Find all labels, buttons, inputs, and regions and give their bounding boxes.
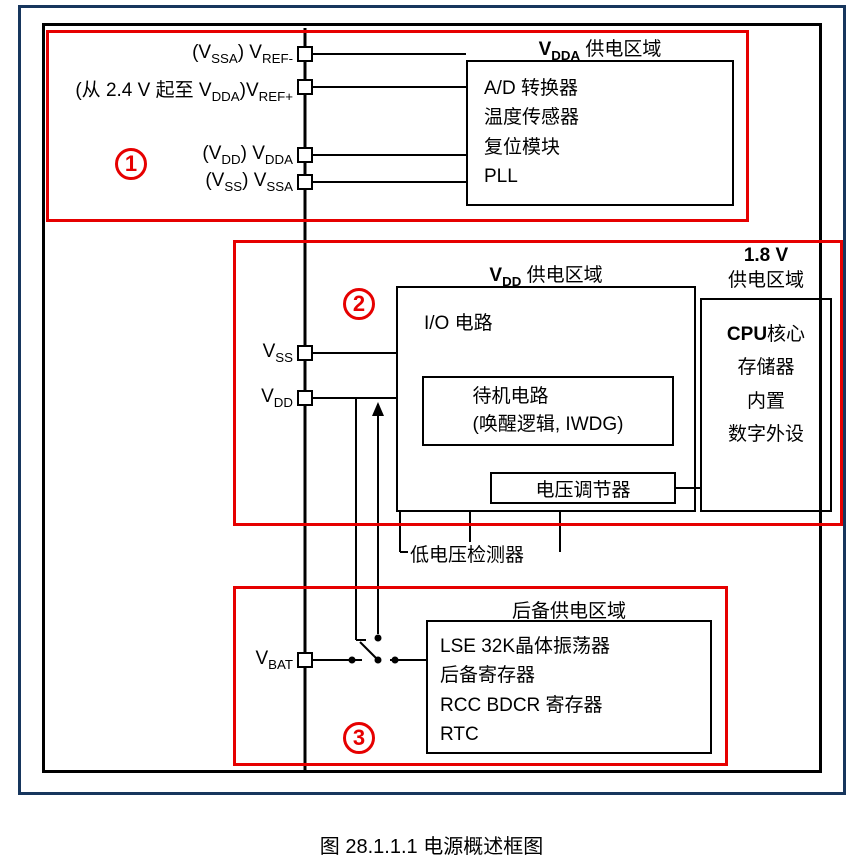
pin-label: VSS bbox=[46, 341, 293, 365]
regulator-block: 电压调节器 bbox=[490, 472, 676, 504]
pin-square bbox=[297, 345, 313, 361]
pin-label: VBAT bbox=[46, 648, 293, 672]
vdd-title: VDD 供电区域 bbox=[396, 260, 696, 284]
pin-square bbox=[297, 79, 313, 95]
backup-title: 后备供电区域 bbox=[426, 596, 712, 620]
backup-content: LSE 32K晶体振荡器后备寄存器RCC BDCR 寄存器RTC bbox=[440, 632, 706, 750]
pin-label: (VDD) VDDA bbox=[46, 143, 293, 167]
pin-square bbox=[297, 147, 313, 163]
pin-square bbox=[297, 46, 313, 62]
vdd-io-label: I/O 电路 bbox=[424, 308, 493, 335]
pin-square bbox=[297, 174, 313, 190]
region-marker: 3 bbox=[343, 722, 375, 754]
pin-label: (从 2.4 V 起至 VDDA)VREF+ bbox=[46, 75, 293, 99]
standby-block: 待机电路(唤醒逻辑, IWDG) bbox=[422, 376, 674, 446]
v18-title: 1.8 V供电区域 bbox=[700, 244, 832, 292]
vdda-content: A/D 转换器温度传感器复位模块PLL bbox=[484, 74, 728, 192]
pin-label: (VSS) VSSA bbox=[46, 170, 293, 194]
region-marker: 1 bbox=[115, 148, 147, 180]
pin-square bbox=[297, 390, 313, 406]
pin-label: VDD bbox=[46, 386, 293, 410]
lvd-label: 低电压检测器 bbox=[410, 540, 524, 567]
v18-content: CPU核心存储器内置数字外设 bbox=[706, 318, 826, 451]
figure-caption: 图 28.1.1.1 电源概述框图 bbox=[0, 830, 863, 859]
pin-label: (VSSA) VREF- bbox=[46, 42, 293, 66]
region-marker: 2 bbox=[343, 288, 375, 320]
pin-square bbox=[297, 652, 313, 668]
vdda-title: VDDA 供电区域 bbox=[466, 34, 734, 58]
